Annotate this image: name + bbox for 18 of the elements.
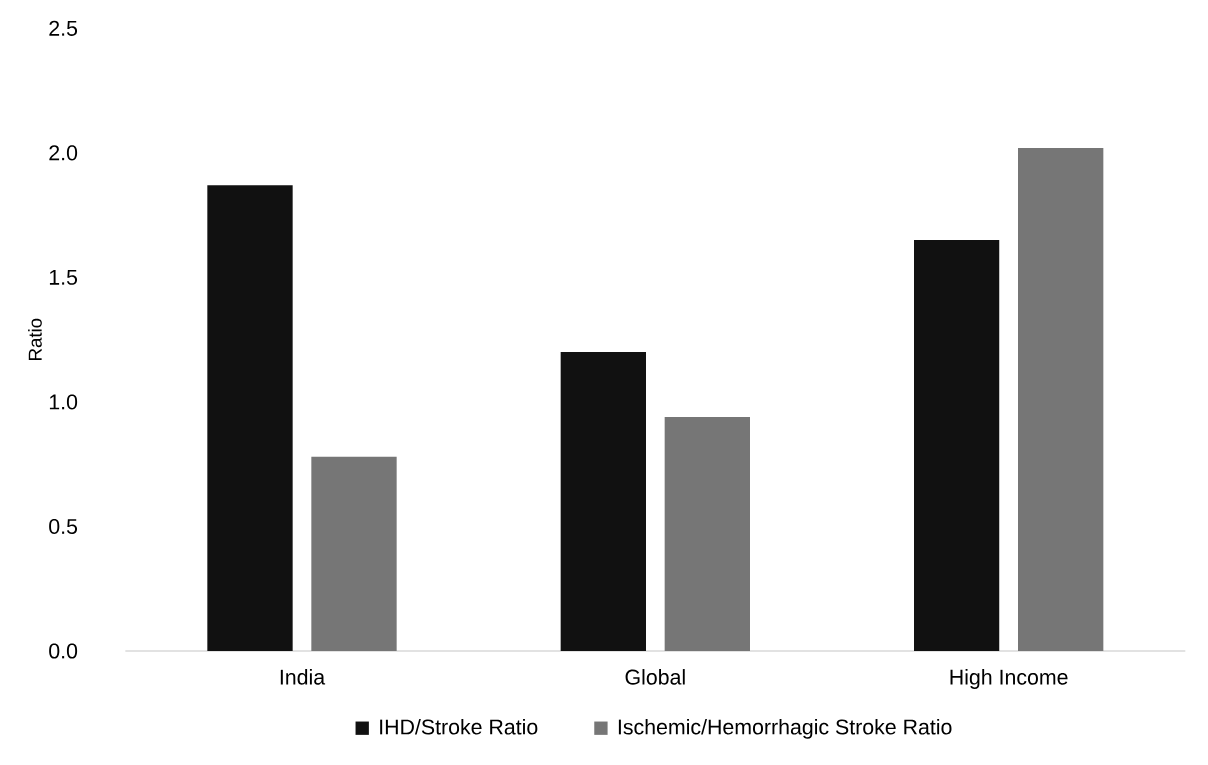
y-tick-label: 0.5 [49, 518, 78, 535]
x-tick-label: High Income [950, 669, 1068, 689]
bar [1018, 147, 1104, 651]
y-axis-title: Ratio [28, 318, 42, 360]
bar [560, 352, 646, 651]
x-tick-label: Global [625, 669, 685, 685]
y-tick-label: 1.5 [49, 269, 78, 285]
y-tick-label: 1.0 [49, 394, 78, 410]
y-tick-label: 0.0 [49, 643, 78, 659]
y-tick-label: 2.0 [49, 145, 78, 161]
bar [914, 240, 1000, 651]
bar [311, 456, 397, 651]
bar [207, 185, 293, 651]
legend-label: Ischemic/Hemorrhagic Stroke Ratio [618, 718, 952, 739]
y-tick-label: 2.5 [49, 20, 78, 36]
bar [664, 416, 750, 651]
x-tick-label: India [280, 669, 326, 685]
legend-label: IHD/Stroke Ratio [380, 718, 538, 735]
